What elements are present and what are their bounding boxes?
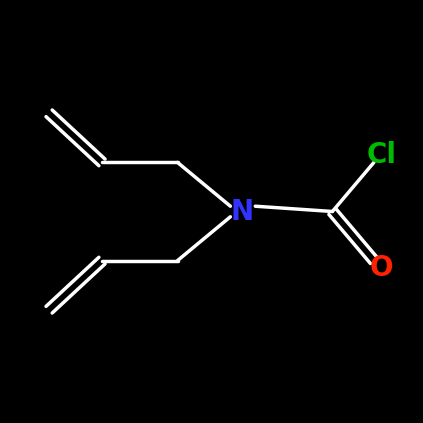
- Text: O: O: [370, 254, 393, 282]
- Text: Cl: Cl: [366, 141, 396, 169]
- Text: N: N: [230, 198, 253, 225]
